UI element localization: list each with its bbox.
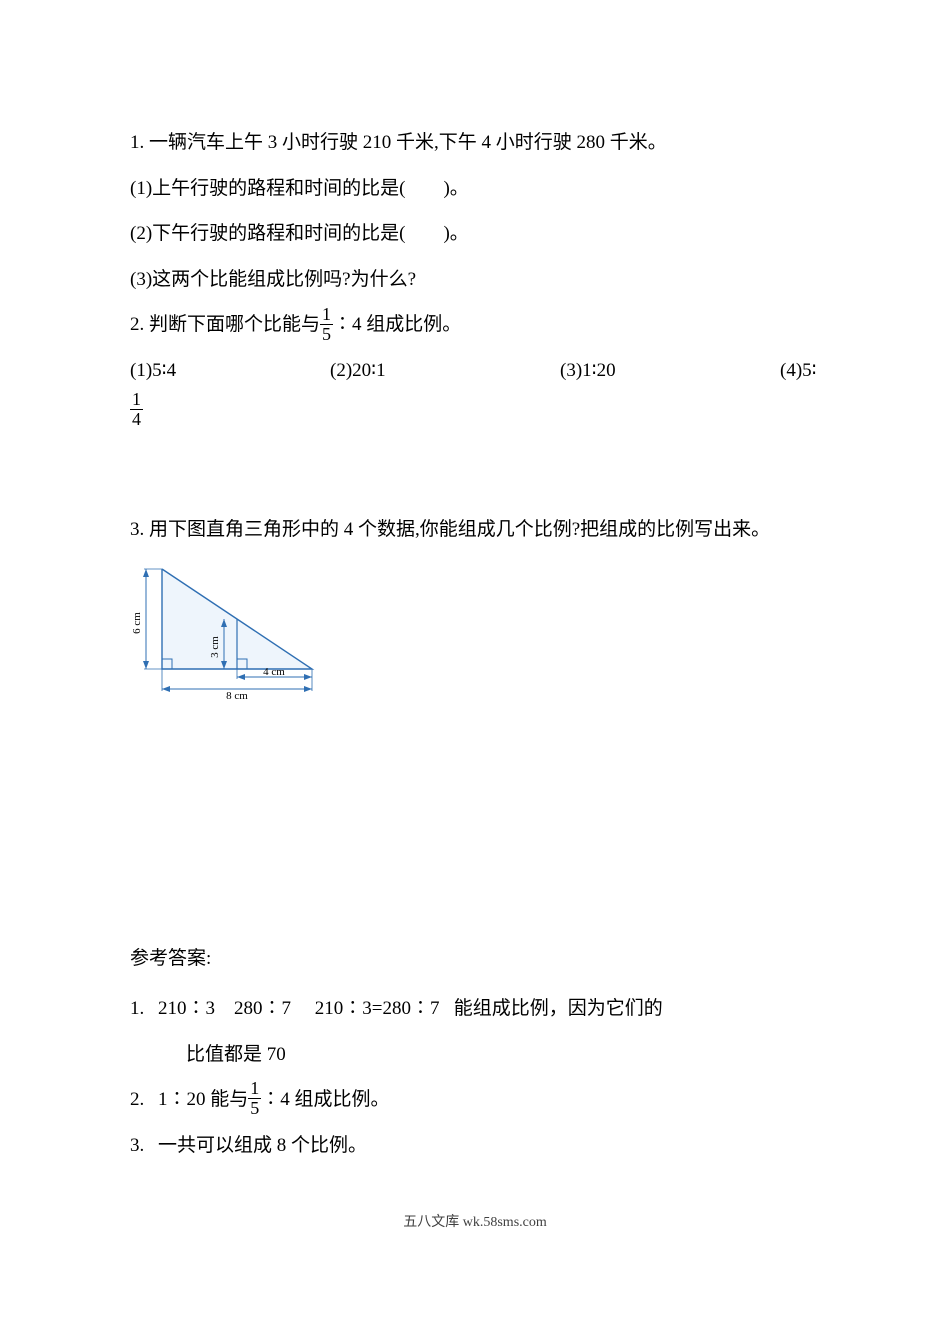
q1-part1: (1)上午行驶的路程和时间的比是( )。 bbox=[130, 166, 820, 212]
q2-stem: 2. 判断下面哪个比能与15∶4 组成比例。 bbox=[130, 302, 820, 348]
q3-stem: 3. 用下图直角三角形中的 4 个数据,你能组成几个比例?把组成的比例写出来。 bbox=[130, 507, 820, 553]
dim-6cm-arrow-top bbox=[143, 569, 149, 577]
q2-option-2: (2)20∶1 bbox=[330, 348, 560, 394]
q2-opt4-frac-num: 1 bbox=[130, 390, 143, 410]
dim-4cm-arrow-l bbox=[237, 674, 245, 680]
q2-option-4-fraction: 14 bbox=[130, 390, 143, 429]
answer-2: 2. 1∶20 能与15∶4 组成比例。 bbox=[130, 1077, 820, 1123]
a2-b: ∶4 组成比例。 bbox=[261, 1089, 389, 1110]
answer-1: 1. 210∶3 280∶7 210∶3=280∶7 能组成比例，因为它们的 bbox=[130, 986, 820, 1032]
spacer-big bbox=[130, 716, 820, 936]
footer: 五八文库 wk.58sms.com bbox=[130, 1206, 820, 1240]
a2-a: 1∶20 能与 bbox=[158, 1089, 248, 1110]
dim-8cm-arrow-r bbox=[304, 686, 312, 692]
answer-3-body: 一共可以组成 8 个比例。 bbox=[158, 1123, 820, 1169]
a1-p2: 280∶7 bbox=[234, 998, 291, 1019]
a1-p1: 210∶3 bbox=[158, 998, 215, 1019]
triangle-figure: 6 cm 3 cm 4 cm 8 cm bbox=[132, 559, 820, 717]
answers-block: 1. 210∶3 280∶7 210∶3=280∶7 能组成比例，因为它们的 比… bbox=[130, 986, 820, 1168]
q2-fraction: 15 bbox=[320, 305, 333, 344]
triangle-svg: 6 cm 3 cm 4 cm 8 cm bbox=[132, 559, 332, 699]
dim-8cm-arrow-l bbox=[162, 686, 170, 692]
q1-stem: 1. 一辆汽车上午 3 小时行驶 210 千米,下午 4 小时行驶 280 千米… bbox=[130, 120, 820, 166]
answer-3: 3. 一共可以组成 8 个比例。 bbox=[130, 1123, 820, 1169]
answer-2-body: 1∶20 能与15∶4 组成比例。 bbox=[158, 1077, 820, 1123]
a2-frac-num: 1 bbox=[248, 1079, 261, 1099]
q2-option-4-fraction-line: 14 bbox=[130, 388, 820, 434]
dim-8cm-label: 8 cm bbox=[226, 690, 248, 699]
answer-1-line2: 比值都是 70 bbox=[130, 1032, 820, 1078]
dim-4cm-arrow-r bbox=[304, 674, 312, 680]
q2-option-3: (3)1∶20 bbox=[560, 348, 780, 394]
answer-2-num: 2. bbox=[130, 1077, 158, 1123]
q1-part2: (2)下午行驶的路程和时间的比是( )。 bbox=[130, 211, 820, 257]
q2-options: (1)5∶4 (2)20∶1 (3)1∶20 (4)5∶ bbox=[130, 348, 820, 394]
q2-frac-num: 1 bbox=[320, 305, 333, 325]
q1-part3: (3)这两个比能组成比例吗?为什么? bbox=[130, 257, 820, 303]
q2-stem-a: 2. 判断下面哪个比能与 bbox=[130, 314, 320, 335]
a1-p4: 能组成比例，因为它们的 bbox=[454, 998, 663, 1019]
dim-6cm-label: 6 cm bbox=[132, 611, 143, 633]
spacer bbox=[130, 447, 820, 507]
a2-frac-den: 5 bbox=[248, 1099, 261, 1118]
dim-4cm-label: 4 cm bbox=[263, 666, 285, 678]
answer-3-num: 3. bbox=[130, 1123, 158, 1169]
page: 1. 一辆汽车上午 3 小时行驶 210 千米,下午 4 小时行驶 280 千米… bbox=[0, 0, 950, 1280]
q2-opt4-frac-den: 4 bbox=[130, 410, 143, 429]
q2-option-4: (4)5∶ bbox=[780, 348, 820, 394]
q2-stem-b: ∶4 组成比例。 bbox=[333, 314, 461, 335]
answer-1-num: 1. bbox=[130, 986, 158, 1032]
dim-3cm-label: 3 cm bbox=[209, 635, 221, 657]
q2-frac-den: 5 bbox=[320, 325, 333, 344]
answer-1-body: 210∶3 280∶7 210∶3=280∶7 能组成比例，因为它们的 bbox=[158, 986, 820, 1032]
dim-6cm-arrow-bot bbox=[143, 661, 149, 669]
a1-p3: 210∶3=280∶7 bbox=[315, 998, 440, 1019]
a2-fraction: 15 bbox=[248, 1079, 261, 1118]
q2-option-1: (1)5∶4 bbox=[130, 348, 330, 394]
answers-heading: 参考答案: bbox=[130, 936, 820, 982]
